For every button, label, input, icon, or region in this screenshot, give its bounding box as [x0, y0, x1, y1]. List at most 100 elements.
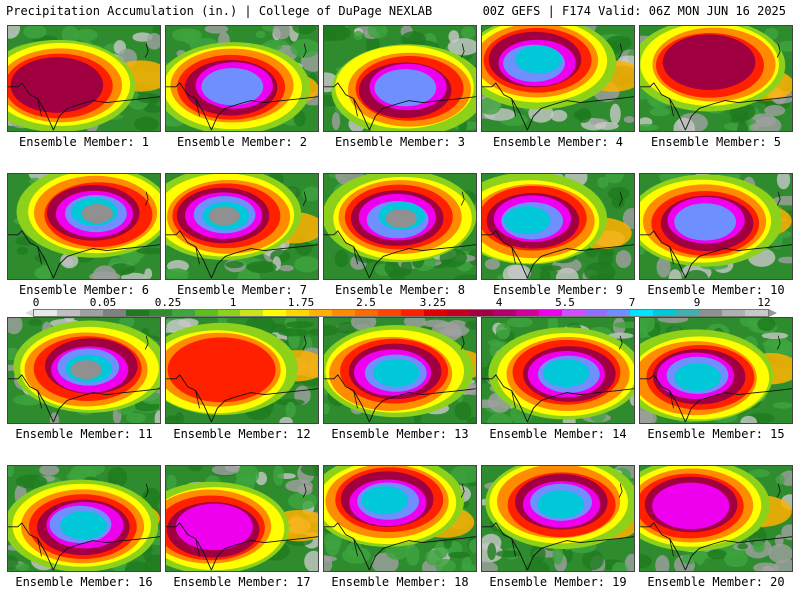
colorbar-swatch — [355, 310, 379, 316]
precip-speckle — [143, 104, 160, 113]
precip-speckle — [294, 256, 318, 273]
precip-speckle — [204, 26, 229, 34]
precip-speckle — [16, 246, 29, 255]
precip-speckle — [622, 208, 634, 230]
precip-speckle — [439, 248, 468, 268]
colorbar-swatch — [676, 310, 700, 316]
precip-speckle — [285, 321, 314, 329]
precip-contour — [662, 34, 756, 90]
precip-speckle — [461, 556, 472, 570]
precip-field — [640, 174, 792, 279]
precip-speckle — [302, 186, 318, 202]
model-valid-time: 00Z GEFS | F174 Valid: 06Z MON JUN 16 20… — [482, 4, 786, 18]
precip-speckle — [454, 274, 476, 279]
ensemble-member-label: Ensemble Member: 1 — [18, 135, 150, 149]
precip-speckle — [768, 543, 792, 563]
precip-contour — [674, 363, 721, 392]
precip-speckle — [15, 474, 48, 489]
ensemble-member-label: Ensemble Member: 3 — [334, 135, 466, 149]
coastline-border — [640, 82, 792, 131]
precip-speckle — [92, 265, 117, 279]
coastline-border — [324, 522, 476, 571]
ensemble-member-label: Ensemble Member: 8 — [334, 283, 466, 297]
precip-field — [8, 318, 160, 423]
coastline-border — [640, 374, 792, 423]
state-border — [353, 483, 465, 557]
ensemble-member-label: Ensemble Member: 18 — [331, 575, 469, 589]
colorbar-swatch — [309, 310, 333, 316]
coastline-border — [8, 230, 160, 279]
precip-speckle — [555, 267, 579, 279]
precip-speckle — [657, 318, 689, 324]
precip-speckle — [737, 120, 748, 131]
ensemble-member-label: Ensemble Member: 6 — [18, 283, 150, 297]
precip-speckle — [624, 553, 634, 571]
colorbar-tick-label: 4 — [495, 296, 503, 309]
precip-speckle — [279, 416, 293, 423]
colorbar-swatch — [102, 310, 126, 316]
precip-speckle — [246, 261, 277, 274]
precip-speckle — [285, 401, 296, 418]
precip-speckle — [752, 539, 765, 553]
precip-speckle — [507, 264, 531, 279]
colorbar-swatch — [745, 310, 768, 316]
precip-contour — [208, 206, 240, 226]
precip-field — [482, 174, 634, 279]
ensemble-member-label: Ensemble Member: 9 — [492, 283, 624, 297]
colorbar-swatch — [538, 310, 562, 316]
precip-speckle — [482, 97, 502, 115]
precip-field — [640, 318, 792, 423]
colorbar-swatch — [561, 310, 585, 316]
ensemble-member-map — [165, 317, 319, 424]
precip-contour — [60, 511, 107, 540]
precip-speckle — [487, 412, 513, 423]
precip-field — [482, 466, 634, 571]
precip-field — [8, 26, 160, 131]
ensemble-member-map — [165, 25, 319, 132]
ensemble-member-map — [323, 173, 477, 280]
ensemble-member-map — [481, 173, 635, 280]
precip-speckle — [609, 103, 621, 125]
ensemble-member-map — [323, 465, 477, 572]
precip-speckle — [325, 26, 352, 41]
state-border — [195, 483, 307, 557]
precip-speckle — [225, 261, 244, 269]
coastline-border — [166, 82, 318, 131]
precip-speckle — [273, 466, 284, 486]
colorbar-max-arrow — [769, 309, 777, 317]
coastline-border — [482, 82, 634, 131]
precip-contour — [503, 206, 551, 235]
precip-contour — [361, 486, 409, 515]
precip-field — [640, 466, 792, 571]
precip-field — [166, 26, 318, 131]
precip-speckle — [300, 466, 318, 477]
precip-speckle — [324, 555, 333, 571]
precip-speckle — [748, 469, 770, 478]
precip-speckle — [28, 318, 42, 326]
precip-speckle — [448, 551, 471, 559]
precip-speckle — [524, 560, 550, 571]
precip-contour — [385, 208, 417, 228]
colorbar-tick-label: 0.05 — [89, 296, 117, 309]
ensemble-member-label: Ensemble Member: 17 — [173, 575, 311, 589]
precip-speckle — [293, 110, 306, 127]
precip-speckle — [133, 116, 159, 131]
precip-speckle — [539, 265, 562, 271]
precip-speckle — [403, 318, 426, 328]
precip-speckle — [776, 174, 791, 190]
precip-speckle — [464, 320, 476, 330]
precip-speckle — [448, 30, 460, 43]
colorbar-min-arrow — [25, 309, 33, 317]
precip-field — [166, 318, 318, 423]
precip-speckle — [594, 121, 619, 130]
precip-speckle — [144, 554, 160, 571]
ensemble-member-map — [7, 465, 161, 572]
precip-speckle — [124, 561, 150, 571]
precip-speckle — [308, 328, 318, 336]
colorbar-swatch — [722, 310, 746, 316]
precip-speckle — [450, 466, 476, 484]
ensemble-member-label: Ensemble Member: 15 — [647, 427, 785, 441]
state-border — [669, 43, 781, 117]
precip-speckle — [154, 410, 160, 423]
precip-speckle — [484, 258, 501, 270]
